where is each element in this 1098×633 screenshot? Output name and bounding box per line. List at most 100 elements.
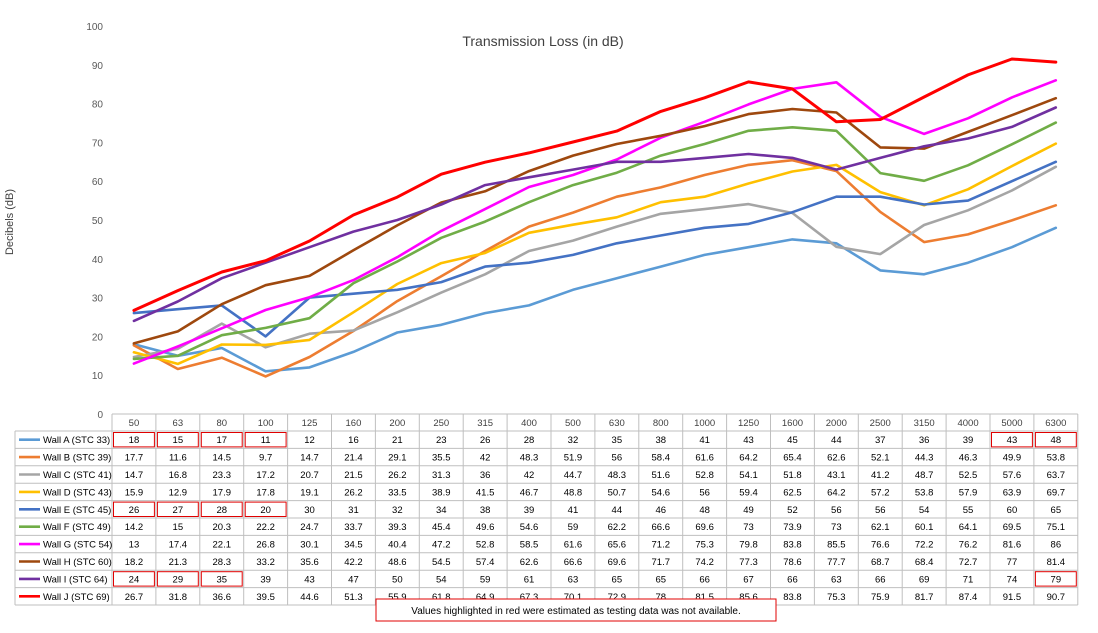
legend-label: Wall J (STC 69)	[43, 592, 110, 603]
x-tick-label: 6300	[1045, 418, 1066, 429]
table-cell: 20	[260, 505, 271, 516]
table-cell: 32	[568, 435, 579, 446]
table-cell: 81.4	[1047, 557, 1066, 568]
y-tick-label: 100	[86, 22, 103, 33]
table-cell: 77.3	[739, 557, 758, 568]
table-cell: 28	[216, 505, 227, 516]
series-line	[132, 165, 1058, 359]
series-line	[132, 79, 1058, 365]
table-cell: 69.6	[695, 522, 714, 533]
table-cell: 42.2	[344, 557, 363, 568]
x-tick-label: 630	[609, 418, 625, 429]
table-cell: 46	[655, 505, 666, 516]
table-cell: 14.7	[300, 453, 319, 464]
table-cell: 45.4	[432, 522, 451, 533]
table-cell: 68.4	[915, 557, 934, 568]
x-tick-label: 80	[216, 418, 227, 429]
table-cell: 17.8	[256, 487, 275, 498]
table-cell: 43.1	[827, 470, 846, 481]
table-cell: 62.5	[783, 487, 802, 498]
table-cell: 36.6	[213, 592, 232, 603]
table-cell: 22.2	[256, 522, 275, 533]
table-cell: 26.7	[125, 592, 144, 603]
table-cell: 67	[743, 574, 754, 585]
estimated-highlight	[156, 501, 199, 518]
table-cell: 87.4	[959, 592, 978, 603]
table-cell: 72.7	[959, 557, 978, 568]
y-tick-label: 80	[92, 100, 104, 111]
table-cell: 49.6	[476, 522, 495, 533]
table-cell: 69.7	[1047, 487, 1066, 498]
table-cell: 48.3	[520, 453, 539, 464]
table-cell: 56	[612, 453, 623, 464]
table-cell: 51.9	[564, 453, 583, 464]
table-cell: 54.6	[652, 487, 671, 498]
table-cell: 74.2	[695, 557, 714, 568]
table-cell: 22.1	[213, 540, 232, 551]
table-cell: 75.3	[827, 592, 846, 603]
x-tick-label: 63	[173, 418, 184, 429]
table-cell: 47.2	[432, 540, 451, 551]
y-tick-label: 0	[97, 410, 103, 421]
table-cell: 85.5	[827, 540, 846, 551]
table-cell: 41.5	[476, 487, 495, 498]
table-cell: 65.4	[783, 453, 802, 464]
table-cell: 35	[216, 574, 227, 585]
table-cell: 66.6	[652, 522, 671, 533]
table-cell: 67.3	[520, 592, 539, 603]
table-cell: 52	[787, 505, 798, 516]
table-cell: 57.2	[871, 487, 890, 498]
table-cell: 29	[173, 574, 184, 585]
table-cell: 64.9	[476, 592, 495, 603]
table-cell: 63	[831, 574, 842, 585]
table-cell: 42	[524, 470, 535, 481]
table-cell: 65	[655, 574, 666, 585]
y-axis-ticks: 0 10 20 30 40 50 60 70 80 90 100	[86, 22, 103, 421]
table-cell: 21.5	[344, 470, 363, 481]
table-cell: 75.3	[695, 540, 714, 551]
table-cell: 24.7	[300, 522, 319, 533]
chart-title: Transmission Loss (in dB)	[462, 33, 623, 49]
table-cell: 79	[1051, 574, 1062, 585]
x-tick-label: 5000	[1001, 418, 1022, 429]
table-cell: 66	[875, 574, 886, 585]
table-cell: 52.8	[695, 470, 714, 481]
table-cell: 21	[392, 435, 403, 446]
table-cell: 71.7	[652, 557, 671, 568]
table-cell: 60.1	[915, 522, 934, 533]
note-box	[375, 598, 777, 622]
table-cell: 83.8	[783, 540, 802, 551]
table-cell: 54.5	[432, 557, 451, 568]
table-cell: 13	[129, 540, 140, 551]
table-cell: 86	[1051, 540, 1062, 551]
table-cell: 66	[787, 574, 798, 585]
y-tick-label: 30	[92, 294, 104, 305]
x-tick-label: 1250	[738, 418, 759, 429]
legend-label: Wall A (STC 33)	[43, 435, 110, 446]
series-line	[132, 158, 1058, 378]
series-line	[132, 106, 1058, 323]
table-cell: 26	[480, 435, 491, 446]
table-cell: 33.2	[256, 557, 275, 568]
estimated-highlight	[113, 571, 155, 587]
y-axis-label: Decibels (dB)	[4, 189, 16, 255]
table-cell: 85.6	[739, 592, 758, 603]
table-cell: 64.1	[959, 522, 978, 533]
table-cell: 36	[919, 435, 930, 446]
table-cell: 52.1	[871, 453, 890, 464]
table-cell: 41.2	[871, 470, 890, 481]
x-tick-label: 315	[477, 418, 493, 429]
table-cell: 44	[612, 505, 623, 516]
table-cell: 71	[963, 574, 974, 585]
table-cell: 43	[304, 574, 315, 585]
y-tick-label: 90	[92, 61, 104, 72]
table-cell: 27	[173, 505, 184, 516]
table-cell: 38.9	[432, 487, 451, 498]
table-cell: 76.2	[959, 540, 978, 551]
table-cell: 35.5	[432, 453, 451, 464]
estimated-highlight	[200, 501, 243, 518]
table-cell: 37	[875, 435, 886, 446]
table-cell: 32	[392, 505, 403, 516]
table-cell: 43	[1007, 435, 1018, 446]
